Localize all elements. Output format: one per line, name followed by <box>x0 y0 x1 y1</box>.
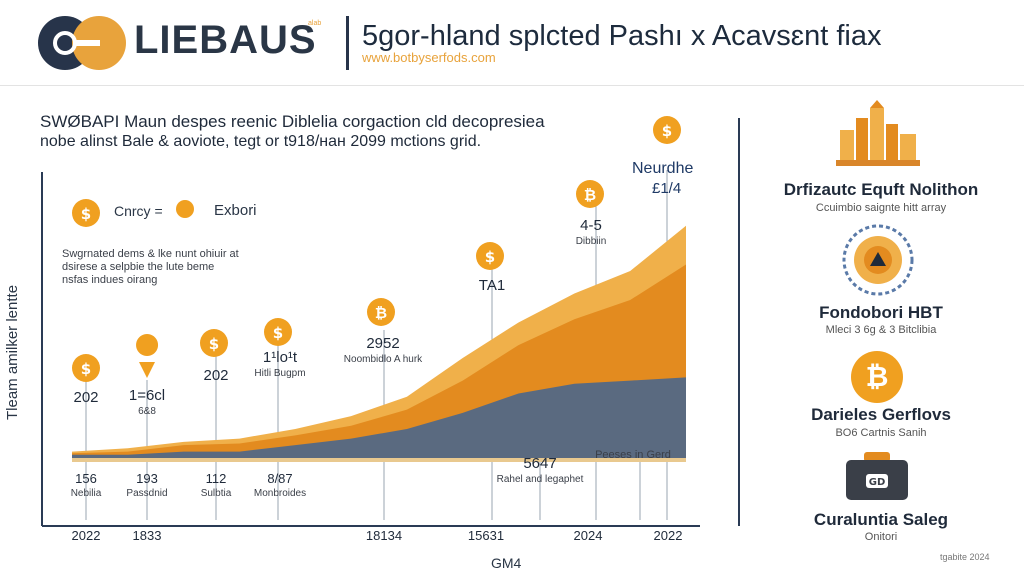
chart-note: Swgrnated dems & lke nunt ohiuir at dsir… <box>62 248 239 286</box>
panel-item-4-title: Curaluntia Saleg <box>813 510 949 529</box>
coin-icon <box>264 318 292 346</box>
header-rule <box>0 85 1024 86</box>
annotation-sub: Noombidlo A hurk <box>344 354 423 365</box>
panel-item-3-title: Darieles Gerflovs <box>811 405 951 424</box>
annotation-sub: Dibbiin <box>576 236 607 247</box>
annotation-sub: Rahel and legaphet <box>497 474 584 485</box>
legend-label-a: Cnrcy = <box>114 203 163 219</box>
intro-line-1: SWØBAPI Maun despes reenic Diblelia corg… <box>40 112 545 131</box>
coin-glyph: ₿ <box>375 304 387 322</box>
legend-label-b: Exbori <box>214 202 257 219</box>
peak-label: Neurdhe <box>632 160 694 177</box>
coin-glyph: $ <box>81 360 91 378</box>
panel-item-1-sub: Ccuimbio saignte hitt array <box>815 202 947 214</box>
annotation-bottom-label: Nebilia <box>71 488 102 499</box>
x-tick-label: 15631 <box>468 528 504 543</box>
page-title: 5gor-hland splcted Pashı x Acavsɛnt fiax <box>362 20 882 52</box>
annotation-value: 4-5 <box>580 217 602 234</box>
svg-text:GD: GD <box>869 477 886 488</box>
brand-name: LIEBAUS <box>134 18 317 62</box>
coin-icon <box>476 242 504 270</box>
annotation-sub: Peeses in Gerd <box>595 449 671 461</box>
annotation-value: 5647 <box>523 455 556 472</box>
brand-subtitle: alab <box>308 20 322 27</box>
wallet-icon: GD <box>842 448 912 509</box>
intro-line-2: nobe alinst Bale & aoviote, tegt or t918… <box>40 133 482 150</box>
x-tick-label: 1833 <box>133 528 162 543</box>
location-pin-icon <box>136 334 159 378</box>
panel-item-4-sub: Onitori <box>864 531 898 543</box>
annotation-value: 1=6cl <box>129 387 165 404</box>
annotation-bottom-value: 156 <box>75 471 97 486</box>
x-tick-label: 18134 <box>366 528 402 543</box>
legend-swatch-icon <box>176 200 194 218</box>
coin-glyph: $ <box>209 335 219 353</box>
panel-divider <box>738 118 740 526</box>
annotation-bottom-value: 8/87 <box>267 471 292 486</box>
x-tick-label: 2022 <box>72 528 101 543</box>
header-divider <box>346 16 349 70</box>
annotation-sub: Hitli Bugpm <box>254 368 305 379</box>
coin-icon <box>653 116 681 144</box>
coin-icon <box>367 298 395 326</box>
annotation-bottom-label: Passdnid <box>126 488 167 499</box>
panel-item-3-sub: BO6 Cartnis Sanih <box>835 427 927 439</box>
coin-glyph: $ <box>662 122 672 140</box>
corner-credit: tgabite 2024 <box>940 552 990 562</box>
coin-glyph: $ <box>81 205 91 223</box>
annotation-bottom-value: 112 <box>206 471 227 486</box>
annotation-bottom-value: 193 <box>136 471 158 486</box>
x-tick-label: 2022 <box>654 528 683 543</box>
coin-icon <box>200 329 228 357</box>
peak-sublabel: £1/4 <box>652 180 682 197</box>
panel-item-2-sub: Mleci 3 6g & 3 Bitclibia <box>825 324 937 336</box>
annotation-sub: 6&8 <box>138 406 156 417</box>
area-chart: $ $ $ ₿ $ ₿ $ $202 156 Nebilia 1=6cl 6&8 193 Passdnid… <box>41 116 700 543</box>
x-axis-label: GM4 <box>491 555 522 571</box>
annotation-value: 1¹lo¹t <box>263 349 298 366</box>
site-url[interactable]: www.botbyserfods.com <box>362 50 496 65</box>
annotation-value: TA1 <box>479 277 505 294</box>
panel-item-2-title: Fondobori HBT <box>819 303 943 322</box>
annotation-value: 202 <box>73 389 98 406</box>
clock-icon <box>840 222 916 303</box>
annotation-value: 2952 <box>366 335 399 352</box>
annotation-value: 202 <box>203 367 228 384</box>
coin-glyph: $ <box>273 324 283 342</box>
coin-icon <box>576 180 604 208</box>
svg-text:₿: ₿ <box>866 360 889 393</box>
area-series-3 <box>72 377 686 458</box>
coin-glyph: ₿ <box>584 186 596 204</box>
coin-icon <box>72 199 100 227</box>
logo-icon <box>36 14 128 72</box>
annotation-bottom-label: Sulbtia <box>201 488 232 499</box>
y-axis-label: Tleam amilker lentte <box>4 284 21 420</box>
x-tick-label: 2024 <box>574 528 603 543</box>
area-baseline <box>72 458 686 462</box>
city-icon <box>832 100 924 175</box>
coin-glyph: $ <box>485 248 495 266</box>
coin-icon <box>72 354 100 382</box>
bitcoin-icon: ₿ <box>850 350 904 409</box>
annotation-bottom-label: Monbroides <box>254 488 306 499</box>
panel-item-1-title: Drfizautc Equft Nolithon <box>783 180 979 199</box>
